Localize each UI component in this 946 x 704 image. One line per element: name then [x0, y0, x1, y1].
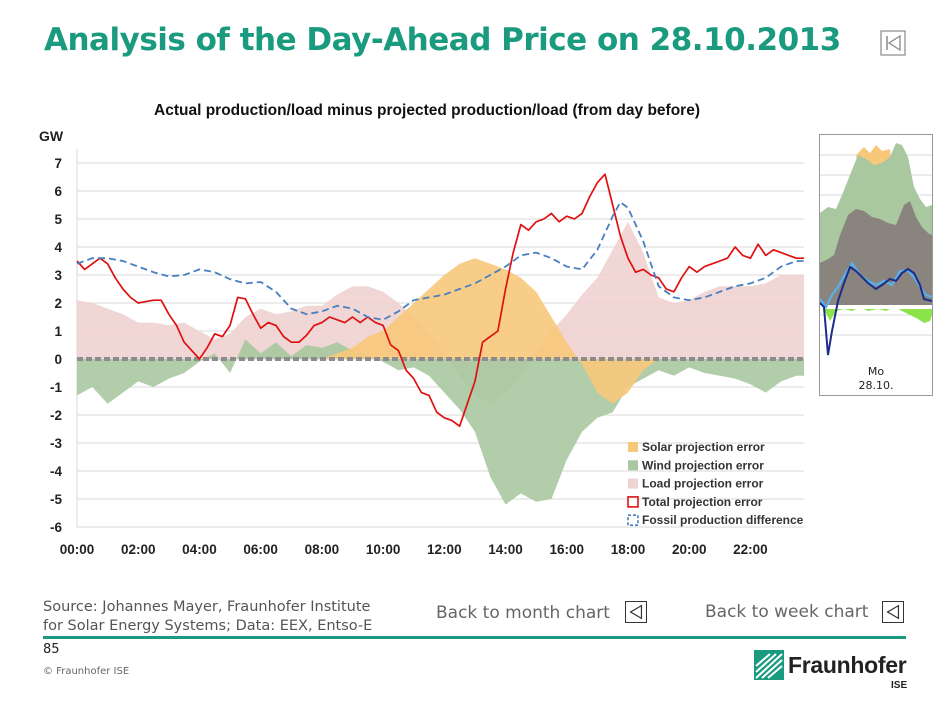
legend-label: Wind projection error	[642, 458, 764, 472]
footer-rule	[43, 636, 906, 639]
legend-item: Fossil production difference	[627, 513, 804, 527]
page-title: Analysis of the Day-Ahead Price on 28.10…	[44, 22, 841, 58]
legend: Solar projection error Wind projection er…	[627, 440, 804, 527]
thumb-load-area	[820, 201, 932, 307]
legend-label: Load projection error	[642, 477, 764, 491]
legend-item: Load projection error	[628, 477, 764, 491]
legend-label: Fossil production difference	[642, 513, 804, 527]
y-tick-label: 5	[54, 212, 62, 227]
y-tick-label: 2	[54, 296, 62, 311]
week-thumbnail[interactable]: Mo 28.10.	[819, 134, 933, 396]
y-tick-label: -1	[50, 380, 62, 395]
first-slide-icon[interactable]	[880, 30, 906, 56]
thumbnail-chart	[819, 143, 933, 356]
y-tick-label: -2	[50, 408, 62, 423]
x-tick-label: 12:00	[427, 542, 462, 557]
y-tick-label: 4	[54, 240, 62, 255]
solar-projection-error-area	[321, 258, 659, 404]
source-line-2: for Solar Energy Systems; Data: EEX, Ent…	[43, 618, 373, 634]
x-tick-labels: 00:00 02:00 04:00 06:00 08:00 10:00 12:00 14:00…	[60, 542, 768, 557]
legend-swatch	[628, 460, 638, 471]
legend-swatch	[628, 478, 638, 489]
x-tick-label: 02:00	[121, 542, 156, 557]
x-tick-label: 08:00	[305, 542, 340, 557]
logo-subtitle: ISE	[891, 680, 908, 691]
y-tick-label: 3	[54, 268, 62, 283]
fraunhofer-logo-icon	[754, 650, 784, 680]
y-tick-label: 7	[54, 156, 62, 171]
x-tick-label: 04:00	[182, 542, 217, 557]
source-line-1: Source: Johannes Mayer, Fraunhofer Insti…	[43, 599, 371, 615]
legend-swatch	[627, 496, 639, 508]
back-to-week-link[interactable]: Back to week chart	[705, 602, 869, 622]
x-tick-label: 16:00	[550, 542, 585, 557]
x-tick-label: 22:00	[733, 542, 768, 557]
thumb-dark-line	[819, 265, 933, 356]
legend-item: Solar projection error	[628, 440, 765, 454]
thumbnail-date-label: Mo 28.10.	[820, 365, 932, 393]
thumb-base-area	[820, 305, 932, 309]
y-tick-label: -4	[50, 464, 62, 479]
thumbnail-day: Mo	[867, 365, 885, 378]
y-tick-label: 0	[54, 352, 62, 367]
fossil-production-difference-line	[76, 201, 804, 321]
back-to-month-icon[interactable]	[625, 601, 647, 623]
back-to-week-icon[interactable]	[882, 601, 904, 623]
x-tick-label: 00:00	[60, 542, 95, 557]
x-tick-label: 14:00	[488, 542, 523, 557]
x-tick-label: 10:00	[366, 542, 401, 557]
y-axis-label: GW	[39, 128, 64, 144]
legend-label: Solar projection error	[642, 440, 765, 454]
y-tick-label: 1	[54, 324, 62, 339]
source-note: Source: Johannes Mayer, Fraunhofer Insti…	[43, 598, 372, 636]
page-number: 85	[43, 642, 60, 657]
thumbnail-date: 28.10.	[858, 379, 894, 392]
x-tick-label: 06:00	[243, 542, 278, 557]
chart-title: Actual production/load minus projected p…	[154, 102, 700, 119]
y-tick-label: -3	[50, 436, 62, 451]
y-tick-label: -6	[50, 520, 62, 535]
legend-label: Total projection error	[642, 495, 763, 509]
legend-swatch	[628, 442, 638, 452]
back-to-month-link[interactable]: Back to month chart	[436, 603, 610, 623]
y-tick-labels: -6 -5 -4 -3 -2 -1 0 1 2 3 4 5 6 7	[50, 156, 63, 535]
thumb-light-line	[819, 260, 933, 310]
x-tick-label: 18:00	[611, 542, 646, 557]
legend-item: Wind projection error	[628, 458, 764, 472]
y-tick-label: 6	[54, 184, 62, 199]
y-tick-label: -5	[50, 492, 62, 507]
legend-item: Total projection error	[627, 495, 763, 509]
copyright-note: © Fraunhofer ISE	[43, 666, 130, 677]
line-series	[76, 173, 804, 428]
legend-swatch	[627, 514, 639, 527]
thumb-pv-area	[820, 307, 932, 323]
logo-wordmark: Fraunhofer	[788, 652, 907, 678]
total-projection-error-line	[76, 173, 804, 428]
fraunhofer-logo: Fraunhofer ISE	[754, 650, 914, 696]
x-tick-label: 20:00	[672, 542, 707, 557]
